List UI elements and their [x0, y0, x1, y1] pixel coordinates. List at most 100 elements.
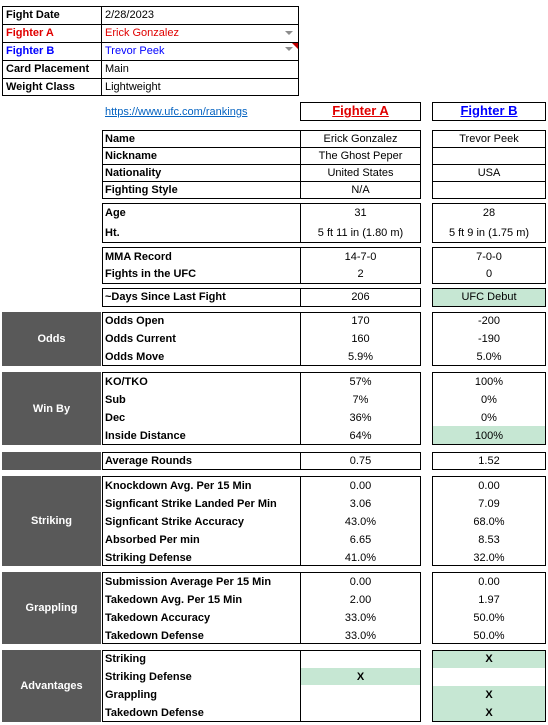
fight-date-label: Fight Date — [6, 9, 60, 21]
odds-move-a: 5.9% — [347, 351, 374, 363]
striking-defense-label: Striking Defense — [105, 552, 192, 564]
submission-avg-a: 0.00 — [349, 576, 372, 588]
odds-open-b: -200 — [477, 315, 501, 327]
strike-accuracy-a: 43.0% — [344, 516, 377, 528]
odds-table — [102, 312, 421, 366]
comment-indicator-icon[interactable] — [292, 43, 298, 49]
advantages-section-header: Advantages — [2, 650, 101, 722]
odds-current-b: -190 — [477, 333, 501, 345]
odds-current-label: Odds Current — [105, 333, 176, 345]
chevron-down-icon[interactable] — [285, 31, 293, 35]
fighter-b-select[interactable]: Trevor Peek — [105, 45, 165, 57]
inside-distance-b: 100% — [474, 430, 504, 442]
average-rounds-table — [102, 452, 421, 470]
fighter-b-header-cell — [432, 102, 546, 121]
adv-takedown-defense-b: X — [485, 707, 493, 719]
fighter-b-label: Fighter B — [6, 45, 55, 57]
win-by-section-header: Win By — [2, 372, 101, 445]
fight-date-value[interactable]: 2/28/2023 — [105, 9, 154, 21]
physical-table — [102, 203, 421, 243]
sub-label: Sub — [105, 394, 126, 406]
height-a: 5 ft 11 in (1.80 m) — [317, 227, 404, 239]
strike-accuracy-label: Signficant Strike Accuracy — [105, 516, 244, 528]
nationality-b: USA — [477, 167, 501, 179]
takedown-accuracy-b: 50.0% — [473, 612, 505, 624]
height-label: Ht. — [105, 227, 120, 239]
takedown-avg-label: Takedown Avg. Per 15 Min — [105, 594, 243, 606]
nickname-a: The Ghost Peper — [318, 150, 403, 162]
odds-section-header: Odds — [2, 312, 101, 366]
card-placement-value[interactable]: Main — [105, 63, 129, 75]
fighter-a-header: Fighter A — [332, 103, 389, 118]
chevron-down-icon[interactable] — [285, 47, 293, 51]
record-table — [102, 247, 421, 284]
dec-label: Dec — [105, 412, 126, 424]
adv-striking-defense-label: Striking Defense — [105, 671, 192, 683]
ufc-fights-a: 2 — [357, 268, 364, 280]
days-since-label: ~Days Since Last Fight — [105, 291, 226, 303]
days-since-a: 206 — [351, 291, 370, 303]
submission-avg-label: Submission Average Per 15 Min — [105, 576, 272, 588]
strike-accuracy-b: 68.0% — [473, 516, 505, 528]
odds-move-b: 5.0% — [476, 351, 502, 363]
fighter-a-select[interactable]: Erick Gonzalez — [105, 27, 179, 39]
dec-b: 0% — [481, 412, 497, 424]
name-b: Trevor Peek — [459, 133, 519, 145]
grappling-section-header: Grappling — [2, 572, 101, 644]
striking-table — [102, 476, 421, 566]
odds-current-a: 160 — [351, 333, 370, 345]
absorbed-label: Absorbed Per min — [105, 534, 200, 546]
ufc-fights-b: 0 — [485, 268, 493, 280]
ko-tko-label: KO/TKO — [105, 376, 148, 388]
adv-grappling-b: X — [485, 689, 493, 701]
nationality-a: United States — [327, 167, 394, 179]
takedown-defense-b: 50.0% — [473, 630, 505, 642]
strikes-landed-b: 7.09 — [478, 498, 500, 510]
inside-distance-label: Inside Distance — [105, 430, 186, 442]
absorbed-b: 8.53 — [478, 534, 500, 546]
absorbed-a: 6.65 — [349, 534, 372, 546]
average-rounds-a: 0.75 — [349, 455, 372, 467]
mma-record-a: 14-7-0 — [344, 251, 377, 263]
odds-move-label: Odds Move — [105, 351, 165, 363]
mma-record-b: 7-0-0 — [476, 251, 502, 263]
fighting-style-label: Fighting Style — [105, 184, 178, 196]
takedown-defense-a: 33.0% — [344, 630, 377, 642]
fight-info-table — [2, 6, 299, 96]
average-rounds-b: 1.52 — [478, 455, 500, 467]
takedown-avg-b: 1.97 — [478, 594, 500, 606]
days-since-b: UFC Debut — [461, 291, 517, 303]
odds-open-label: Odds Open — [105, 315, 165, 327]
ko-tko-b: 100% — [474, 376, 504, 388]
takedown-accuracy-a: 33.0% — [344, 612, 377, 624]
rankings-link[interactable]: https://www.ufc.com/rankings — [105, 106, 248, 118]
adv-striking-b: X — [485, 653, 493, 665]
inside-distance-a: 64% — [349, 430, 372, 442]
knockdown-b: 0.00 — [478, 480, 500, 492]
nationality-label: Nationality — [105, 167, 162, 179]
name-a: Erick Gonzalez — [323, 133, 398, 145]
ko-tko-a: 57% — [349, 376, 372, 388]
striking-section-header: Striking — [2, 476, 101, 566]
card-placement-label: Card Placement — [6, 63, 90, 75]
takedown-defense-label: Takedown Defense — [105, 630, 204, 642]
age-a: 31 — [354, 207, 367, 219]
adv-striking-defense-a: X — [356, 671, 365, 683]
knockdown-a: 0.00 — [349, 480, 372, 492]
nickname-label: Nickname — [105, 150, 157, 162]
takedown-accuracy-label: Takedown Accuracy — [105, 612, 211, 624]
name-label: Name — [105, 133, 135, 145]
strikes-landed-label: Signficant Strike Landed Per Min — [105, 498, 277, 510]
adv-grappling-label: Grappling — [105, 689, 157, 701]
fighting-style-a: N/A — [351, 184, 370, 196]
weight-class-value[interactable]: Lightweight — [105, 81, 161, 93]
ufc-fights-label: Fights in the UFC — [105, 268, 197, 280]
striking-defense-b: 32.0% — [473, 552, 505, 564]
win-by-table — [102, 372, 421, 445]
adv-takedown-defense-label: Takedown Defense — [105, 707, 204, 719]
adv-striking-label: Striking — [105, 653, 146, 665]
strikes-landed-a: 3.06 — [349, 498, 372, 510]
odds-open-a: 170 — [351, 315, 370, 327]
weight-class-label: Weight Class — [6, 81, 75, 93]
grappling-table — [102, 572, 421, 644]
